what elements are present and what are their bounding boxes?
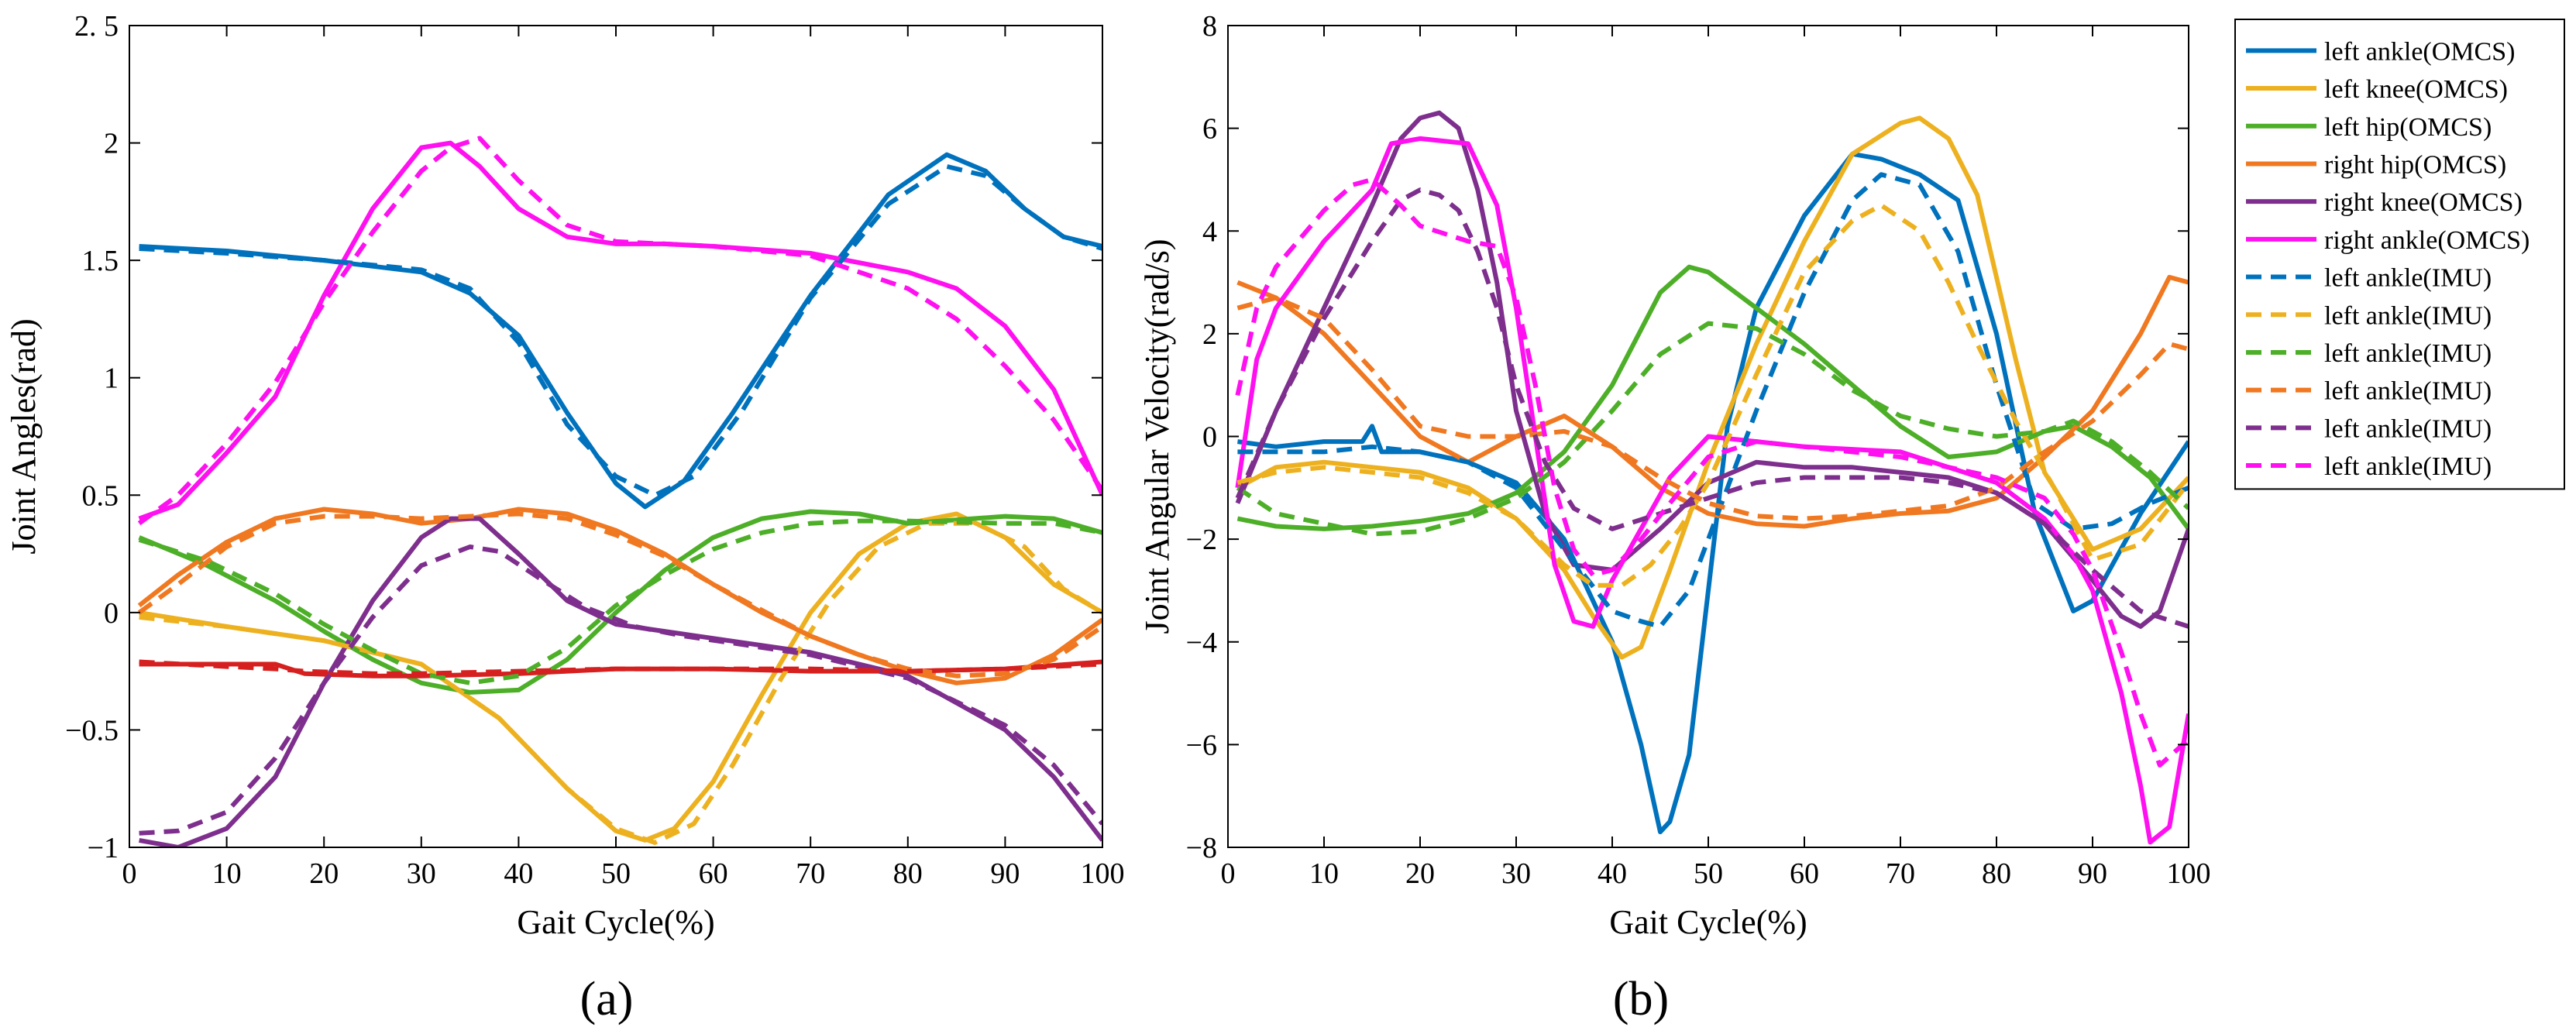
y-tick-label: 1 [104, 362, 119, 395]
series-group [1235, 110, 2189, 845]
y-tick-label: 2 [1202, 318, 1217, 351]
x-tick-label: 60 [699, 857, 728, 890]
legend-label: left ankle(IMU) [2324, 377, 2492, 406]
y-axis-label: Joint Angles(rad) [5, 318, 43, 554]
series-line-left-hip-imu [1236, 321, 2189, 537]
y-tick-label: 0 [104, 597, 119, 630]
x-tick-label: 60 [1790, 857, 1819, 890]
y-tick-label: 0.5 [82, 479, 119, 512]
x-tick-label: 100 [2167, 857, 2211, 890]
series-line-right-hip-omcs [137, 507, 1102, 685]
series-line-left-hip-omcs [138, 509, 1102, 695]
series-line-right-knee-imu [1235, 187, 2189, 629]
x-tick-label: 40 [1598, 857, 1627, 890]
series-line-right-hip-imu [137, 511, 1102, 678]
legend-label: left knee(OMCS) [2324, 75, 2508, 104]
panel-b-caption: (b) [1613, 973, 1669, 1025]
y-tick-label: 4 [1202, 215, 1217, 248]
legend-label: left ankle(IMU) [2324, 452, 2492, 481]
series-group [137, 136, 1102, 847]
y-tick-label: 6 [1202, 113, 1217, 146]
series-line-right-knee-imu [139, 544, 1102, 836]
y-tick-label: −6 [1186, 729, 1217, 761]
legend-label: left ankle(IMU) [2324, 414, 2492, 443]
series-line-left-ankle-imu [1237, 172, 2189, 629]
series-line-left-ankle-omcs [139, 152, 1102, 510]
y-tick-label: 1.5 [82, 245, 119, 277]
legend-label: left ankle(IMU) [2324, 301, 2492, 330]
panel-a-joint-angles: (a) 0 10 20 30 40 50 60 70 80 90 100 −1 −0.5 0 0.5 1 1.5… [5, 10, 1125, 1025]
legend-label: left ankle(IMU) [2324, 264, 2492, 293]
series-line-right-ankle-flat-imu [139, 659, 1102, 676]
y-tick-label: −8 [1186, 832, 1217, 864]
x-tick-label: 70 [1886, 857, 1915, 890]
x-tick-label: 0 [122, 857, 137, 890]
x-axis-label: Gait Cycle(%) [1609, 903, 1807, 941]
series-line-left-ankle-omcs [1236, 151, 2189, 835]
legend-label: right knee(OMCS) [2324, 188, 2523, 217]
legend: left ankle(OMCS) left knee(OMCS) left hip(… [2234, 19, 2565, 490]
x-tick-label: 50 [601, 857, 631, 890]
panel-b-joint-angular-velocity: (b) 0 10 20 30 40 50 60 70 80 90 100 −8 −6 −4 −2 0 2 4 6 8 G… [1138, 10, 2211, 1025]
x-tick-label: 10 [1309, 857, 1339, 890]
x-tick-label: 20 [309, 857, 339, 890]
series-line-left-hip-imu [138, 518, 1102, 685]
legend-label: left ankle(IMU) [2324, 339, 2492, 368]
legend-label: right ankle(OMCS) [2324, 226, 2530, 255]
series-line-left-knee-imu [139, 520, 1102, 845]
legend-label: left ankle(OMCS) [2324, 37, 2515, 66]
y-tick-label: −2 [1186, 524, 1217, 556]
x-tick-label: 20 [1405, 857, 1435, 890]
series-line-right-ankle-imu [137, 136, 1102, 526]
y-tick-label: 0 [1202, 421, 1217, 454]
y-axis-label: Joint Angular Velocity(rad/s) [1138, 239, 1176, 634]
series-line-left-knee-omcs [1236, 115, 2189, 660]
x-tick-label: 50 [1694, 857, 1723, 890]
y-tick-label: 2 [104, 128, 119, 160]
x-tick-label: 30 [407, 857, 436, 890]
x-tick-label: 40 [504, 857, 533, 890]
panel-a-caption: (a) [580, 973, 634, 1025]
y-tick-label: −1 [88, 832, 119, 864]
series-line-right-ankle-imu [1235, 177, 2189, 768]
x-tick-label: 90 [2078, 857, 2107, 890]
x-tick-label: 80 [893, 857, 923, 890]
series-line-right-ankle-omcs [138, 140, 1102, 521]
y-tick-label: −0.5 [65, 714, 119, 747]
x-tick-label: 0 [1221, 857, 1236, 890]
x-tick-label: 80 [1982, 857, 2011, 890]
y-tick-label: 2. 5 [74, 10, 119, 43]
series-line-right-hip-imu [1236, 295, 2189, 521]
legend-box [2234, 19, 2565, 490]
legend-label: left hip(OMCS) [2324, 113, 2492, 142]
legend-label: right hip(OMCS) [2324, 150, 2506, 179]
y-tick-label: 8 [1202, 10, 1217, 43]
x-tick-label: 70 [796, 857, 825, 890]
x-axis-label: Gait Cycle(%) [517, 903, 714, 941]
x-tick-label: 30 [1501, 857, 1531, 890]
x-tick-label: 90 [990, 857, 1020, 890]
y-tick-label: −4 [1186, 627, 1217, 659]
series-line-left-knee-imu [1236, 203, 2189, 588]
x-tick-label: 100 [1081, 857, 1125, 890]
x-tick-label: 10 [212, 857, 242, 890]
